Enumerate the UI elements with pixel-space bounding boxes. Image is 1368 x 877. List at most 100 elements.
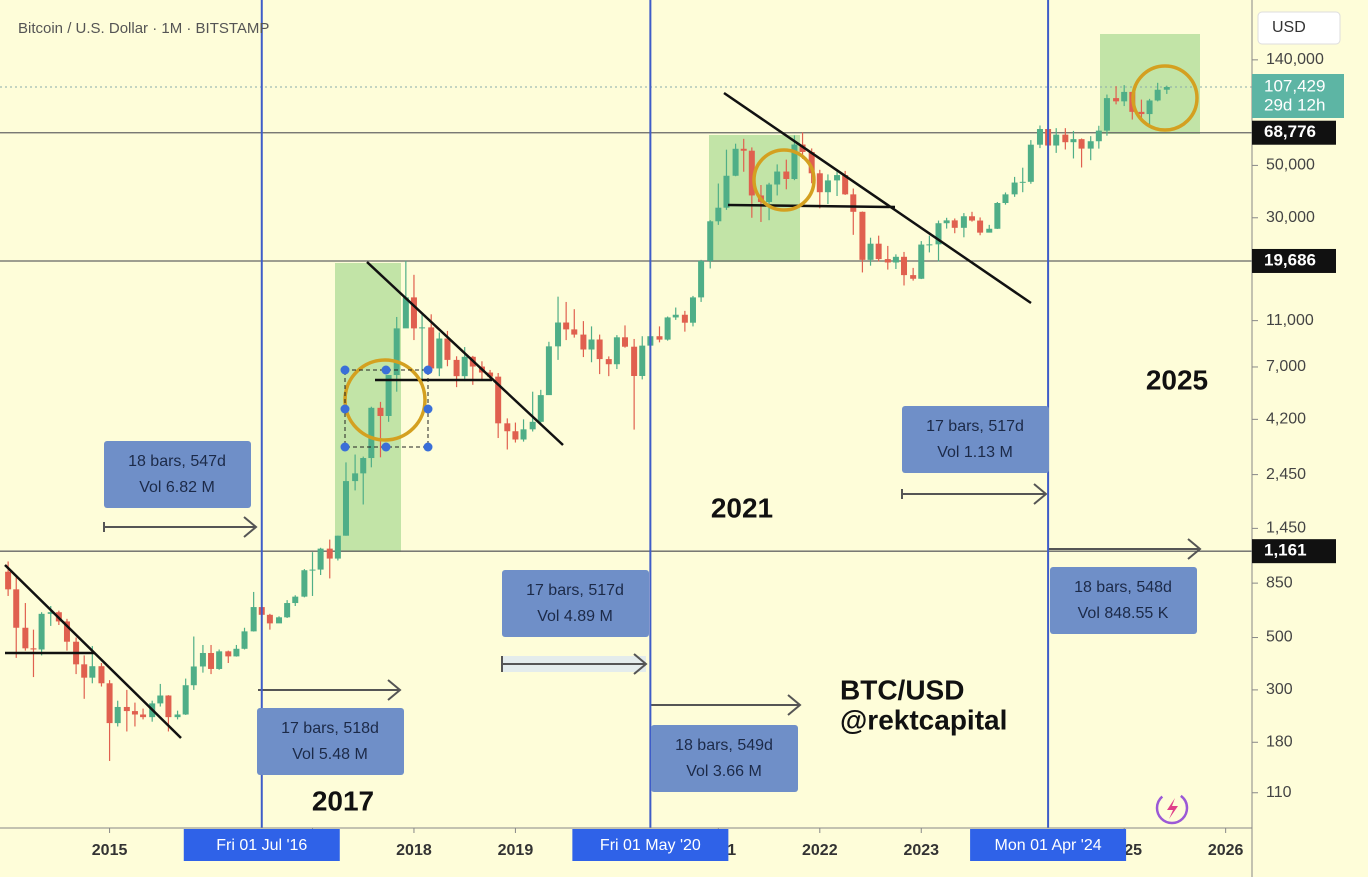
- handle[interactable]: [423, 404, 433, 414]
- info-text: Vol 1.13 M: [937, 444, 1013, 461]
- candle-body: [732, 148, 739, 176]
- candle-body: [1027, 144, 1034, 182]
- date-label: Fri 01 May '20: [600, 837, 701, 854]
- y-tick-label: 180: [1266, 733, 1293, 750]
- candle-body: [436, 338, 443, 369]
- candle-body: [89, 666, 96, 678]
- currency-button[interactable]: [1257, 11, 1341, 45]
- candle-body: [123, 706, 130, 712]
- date-label-box: [572, 829, 729, 861]
- candle-body: [63, 621, 70, 642]
- trendline: [366, 261, 564, 446]
- info-text: 18 bars, 549d: [675, 737, 773, 754]
- candle-body: [495, 376, 502, 424]
- level-label: 1,161: [1264, 541, 1307, 560]
- info-text: 18 bars, 547d: [128, 453, 226, 470]
- candle-body: [47, 612, 54, 614]
- candle-body: [444, 338, 451, 360]
- info-box: [502, 570, 649, 637]
- candle-body: [545, 346, 552, 396]
- candle-body: [681, 314, 688, 323]
- candle-body: [504, 423, 511, 432]
- y-tick-label: 140,000: [1266, 51, 1324, 68]
- handle[interactable]: [423, 365, 433, 375]
- candle-body: [342, 481, 349, 536]
- candle-body: [225, 651, 232, 657]
- candle-body: [842, 175, 849, 195]
- candle-body: [1087, 141, 1094, 149]
- candle-body: [410, 297, 417, 329]
- candle-body: [1011, 182, 1018, 195]
- info-text: 17 bars, 517d: [526, 582, 624, 599]
- candle-body: [664, 317, 671, 340]
- selection-handles: [340, 365, 433, 452]
- candle-body: [174, 714, 181, 718]
- candle-body: [106, 683, 113, 724]
- candle-body: [639, 345, 646, 377]
- handle[interactable]: [423, 442, 433, 452]
- y-tick-label: 11,000: [1266, 312, 1314, 329]
- candle-body: [698, 260, 705, 298]
- arrows: [103, 483, 1202, 716]
- x-tick-label: 2023: [903, 842, 939, 859]
- candle-body: [926, 244, 933, 246]
- candle-body: [613, 337, 620, 365]
- candle-body: [834, 175, 841, 181]
- candles: [5, 82, 1170, 761]
- app-icon[interactable]: [1155, 791, 1189, 825]
- candle-body: [368, 407, 375, 459]
- handle[interactable]: [381, 442, 391, 452]
- candle-body: [791, 144, 798, 179]
- handle[interactable]: [340, 365, 350, 375]
- info-text: 17 bars, 518d: [281, 720, 379, 737]
- arrow: [103, 516, 258, 538]
- handle[interactable]: [381, 365, 391, 375]
- candle-body: [596, 339, 603, 360]
- candle-body: [748, 150, 755, 196]
- candle-body: [901, 256, 908, 276]
- candle-body: [1070, 139, 1077, 143]
- handle[interactable]: [340, 404, 350, 414]
- arrow: [501, 653, 648, 675]
- candle-body: [1002, 194, 1009, 204]
- candle-body: [1113, 98, 1120, 102]
- circle-marker: [1131, 64, 1199, 132]
- candle-body: [131, 711, 138, 715]
- candle-body: [555, 322, 562, 347]
- candle-body: [284, 603, 291, 618]
- candle-body: [487, 372, 494, 377]
- candle-body: [334, 535, 341, 559]
- candle-body: [689, 297, 696, 323]
- candle-body: [529, 421, 536, 430]
- candle-body: [580, 334, 587, 350]
- annotation-text: 2017: [312, 785, 374, 816]
- candle-body: [233, 648, 240, 657]
- candle-body: [208, 652, 215, 669]
- candle-body: [114, 706, 121, 724]
- candle-body: [1019, 181, 1026, 183]
- countdown: 29d 12h: [1264, 95, 1325, 114]
- candle-body: [317, 548, 324, 570]
- arrow: [901, 483, 1048, 505]
- candle-body: [622, 337, 628, 347]
- candle-body: [808, 151, 815, 174]
- candle-body: [1121, 91, 1128, 102]
- candle-body: [512, 431, 519, 440]
- candle-body: [723, 175, 730, 208]
- handle[interactable]: [340, 442, 350, 452]
- candle-body: [520, 429, 527, 440]
- candle-body: [783, 171, 790, 179]
- axes: 140,000 50,000 30,000 11,000 7,000 4,200 2,450…: [92, 51, 1344, 861]
- trendline: [4, 564, 182, 739]
- candle-body: [867, 243, 874, 260]
- candle-body: [216, 651, 223, 669]
- candle-body: [250, 607, 257, 632]
- y-tick-label: 2,450: [1266, 466, 1306, 483]
- info-box: [104, 441, 251, 508]
- candle-body: [875, 243, 882, 260]
- x-tick-label: 2019: [498, 842, 534, 859]
- candle-body: [656, 336, 663, 340]
- candle-body: [605, 359, 612, 365]
- y-tick-label: 500: [1266, 629, 1293, 646]
- candle-body: [707, 221, 714, 261]
